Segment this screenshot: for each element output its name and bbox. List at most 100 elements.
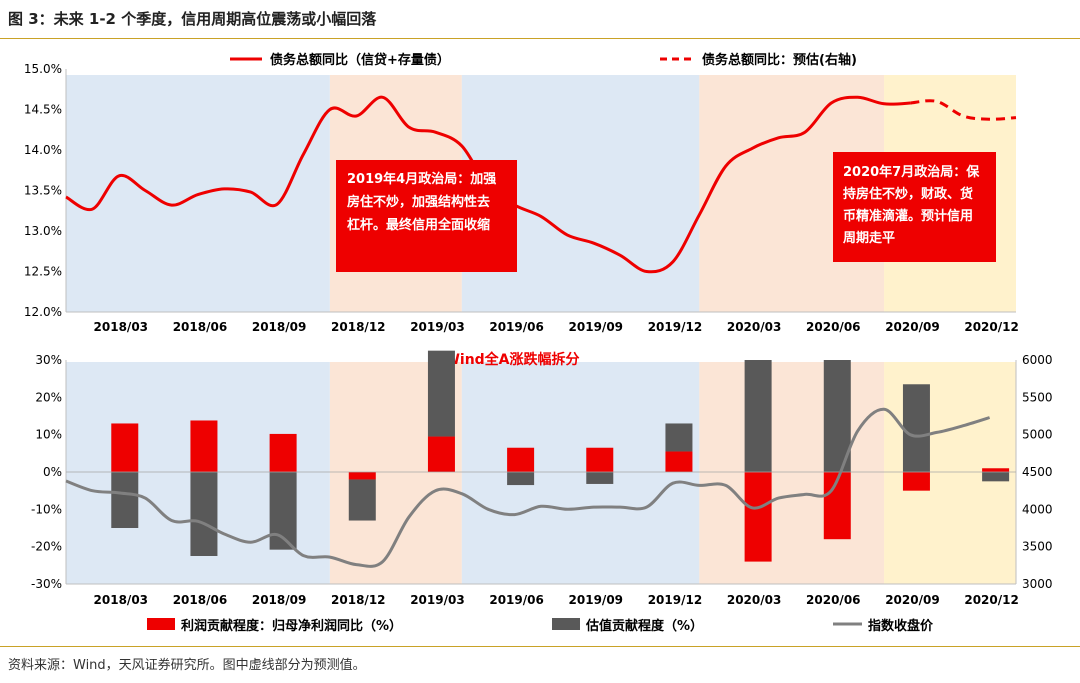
bottom-right-y-tick-label: 5000	[1022, 428, 1053, 442]
top-y-tick-label: 14.0%	[24, 143, 62, 157]
annotation-box-2019	[336, 160, 517, 272]
bottom-left-y-tick-label: 0%	[43, 465, 62, 479]
top-y-ticks: 12.0% 12.5% 13.0% 13.5% 14.0% 14.5% 15.0%	[24, 62, 62, 319]
legend-label-index: 指数收盘价	[868, 618, 934, 634]
bottom-x-tick-label: 2018/03	[94, 593, 148, 607]
legend-label-debt-forecast: 债务总额同比：预估(右轴)	[702, 52, 857, 68]
valuation-bar	[586, 472, 614, 484]
top-x-tick-label: 2020/12	[964, 320, 1018, 334]
bottom-x-tick-label: 2019/09	[569, 593, 623, 607]
bottom-x-tick-label: 2020/12	[964, 593, 1018, 607]
top-x-tick-label: 2018/03	[94, 320, 148, 334]
bottom-legend: 利润贡献程度：归母净利润同比（%） 估值贡献程度（%） 指数收盘价	[147, 618, 934, 634]
top-y-tick-label: 12.5%	[24, 265, 62, 279]
top-y-tick-label: 14.5%	[24, 103, 62, 117]
top-x-tick-label: 2020/09	[885, 320, 939, 334]
profit-bar	[111, 423, 139, 472]
top-legend: 债务总额同比（信贷+存量债） 债务总额同比：预估(右轴)	[230, 52, 857, 68]
bottom-x-ticks: 2018/03 2018/06 2018/09 2018/12 2019/03 2019/…	[94, 593, 1019, 607]
figure-title: 图 3：未来 1-2 个季度，信用周期高位震荡或小幅回落	[8, 10, 377, 28]
bottom-left-y-tick-label: 10%	[35, 428, 62, 442]
legend-label-valuation: 估值贡献程度（%）	[585, 618, 703, 634]
bottom-right-y-tick-label: 3000	[1022, 577, 1053, 591]
bottom-left-y-tick-label: 20%	[35, 390, 62, 404]
valuation-bar	[665, 423, 693, 452]
profit-bar	[982, 468, 1010, 472]
top-x-tick-label: 2020/03	[727, 320, 781, 334]
annotation-2019-line-2: 房住不炒，加强结构性去	[347, 194, 490, 210]
bottom-x-tick-label: 2019/06	[489, 593, 543, 607]
annotation-2020: 2020年7月政治局：保 持房住不炒，财政、货 币精准滴灌。预计信用 周期走平	[833, 152, 996, 262]
bottom-left-y-tick-label: -30%	[31, 577, 62, 591]
bottom-x-tick-label: 2018/12	[331, 593, 385, 607]
top-y-tick-label: 13.0%	[24, 224, 62, 238]
profit-bar	[665, 451, 693, 472]
bottom-index-line	[65, 407, 991, 568]
bottom-left-y-ticks: -30% -20% -10% 0% 10% 20% 30%	[31, 353, 62, 591]
bottom-x-tick-label: 2019/03	[410, 593, 464, 607]
annotation-2019: 2019年4月政治局：加强 房住不炒，加强结构性去 杠杆。最终信用全面收缩	[336, 160, 517, 272]
annotation-2020-line-3: 币精准滴灌。预计信用	[843, 208, 973, 224]
top-y-tick-label: 13.5%	[24, 184, 62, 198]
bottom-right-y-tick-label: 6000	[1022, 353, 1053, 367]
top-x-tick-label: 2018/09	[252, 320, 306, 334]
annotation-2019-line-3: 杠杆。最终信用全面收缩	[347, 217, 490, 233]
bottom-left-y-tick-label: -20%	[31, 540, 62, 554]
valuation-bar	[744, 360, 772, 472]
legend-swatch-profit	[147, 618, 175, 630]
top-y-tick-label: 12.0%	[24, 305, 62, 319]
annotation-2020-line-2: 持房住不炒，财政、货	[843, 186, 973, 202]
valuation-bar	[111, 472, 139, 528]
bottom-x-tick-label: 2019/12	[648, 593, 702, 607]
annotation-2020-line-4: 周期走平	[843, 230, 895, 246]
bottom-chart-title: Wind全A涨跌幅拆分	[444, 351, 579, 368]
profit-bar	[190, 420, 218, 472]
top-x-tick-label: 2019/06	[489, 320, 543, 334]
bottom-bars	[111, 350, 1010, 562]
profit-bar	[427, 436, 455, 472]
top-x-tick-label: 2020/06	[806, 320, 860, 334]
legend-swatch-valuation	[552, 618, 580, 630]
valuation-bar	[902, 384, 930, 472]
profit-bar	[902, 472, 930, 491]
bottom-period-shading	[66, 362, 1016, 584]
valuation-bar	[190, 472, 218, 556]
valuation-bar	[348, 479, 376, 521]
top-x-tick-label: 2019/03	[410, 320, 464, 334]
bottom-x-tick-label: 2020/03	[727, 593, 781, 607]
bottom-right-y-tick-label: 4000	[1022, 502, 1053, 516]
index-close-line	[65, 407, 991, 568]
profit-bar	[744, 472, 772, 562]
valuation-bar	[507, 472, 535, 486]
top-x-tick-label: 2019/12	[648, 320, 702, 334]
top-y-tick-label: 15.0%	[24, 62, 62, 76]
profit-bar	[348, 472, 376, 480]
valuation-bar	[982, 472, 1010, 482]
annotation-2019-line-1: 2019年4月政治局：加强	[347, 171, 496, 187]
profit-bar	[269, 433, 297, 472]
bottom-rule	[0, 646, 1080, 647]
top-x-ticks: 2018/03 2018/06 2018/09 2018/12 2019/03 2019/…	[94, 320, 1019, 334]
bottom-shade-3	[461, 362, 700, 584]
bottom-right-y-ticks: 3000 3500 4000 4500 5000 5500 6000	[1022, 353, 1053, 591]
annotation-2020-line-1: 2020年7月政治局：保	[843, 164, 980, 180]
top-x-tick-label: 2018/12	[331, 320, 385, 334]
profit-bar	[586, 447, 614, 472]
bottom-x-tick-label: 2018/06	[173, 593, 227, 607]
source-note: 资料来源：Wind，天风证券研究所。图中虚线部分为预测值。	[8, 658, 366, 673]
valuation-bar	[427, 350, 455, 437]
legend-label-profit: 利润贡献程度：归母净利润同比（%）	[181, 618, 402, 634]
bottom-left-y-tick-label: -10%	[31, 502, 62, 516]
bottom-right-y-tick-label: 5500	[1022, 390, 1053, 404]
profit-bar	[507, 447, 535, 472]
bottom-x-tick-label: 2020/09	[885, 593, 939, 607]
top-x-tick-label: 2018/06	[173, 320, 227, 334]
annotation-box-2020	[833, 152, 996, 262]
bottom-left-y-tick-label: 30%	[35, 353, 62, 367]
top-x-tick-label: 2019/09	[569, 320, 623, 334]
bottom-x-tick-label: 2018/09	[252, 593, 306, 607]
legend-label-debt-yoy: 债务总额同比（信贷+存量债）	[270, 52, 450, 68]
bottom-shade-4	[699, 362, 885, 584]
top-rule	[0, 38, 1080, 39]
